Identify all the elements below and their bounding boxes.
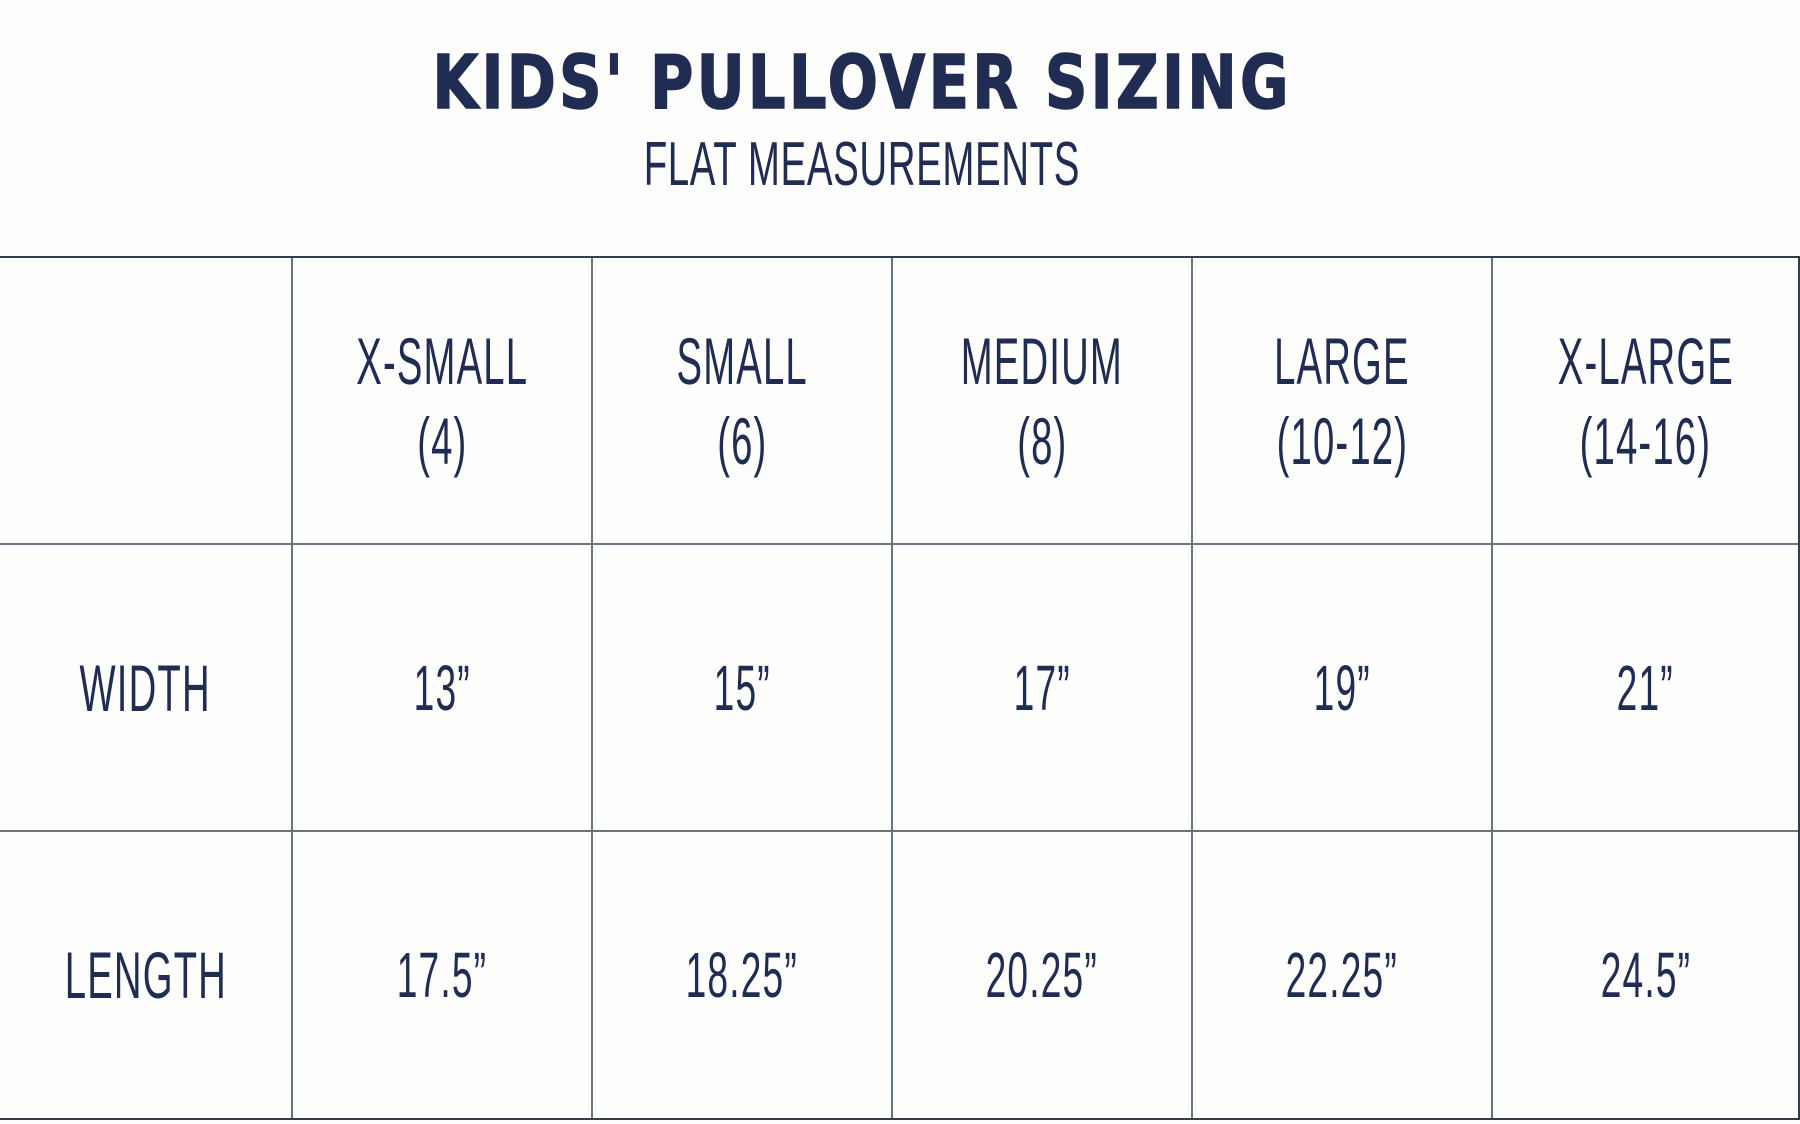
measurement-value: 17”	[1013, 651, 1071, 724]
col-header-label: X-LARGE	[1557, 323, 1734, 398]
col-header-label: X-SMALL	[356, 323, 528, 398]
col-header-sub: (4)	[416, 403, 468, 478]
col-header-xsmall: X-SMALL (4)	[293, 258, 593, 545]
page-header: KIDS' PULLOVER SIZING FLAT MEASUREMENTS	[0, 0, 1724, 196]
row-label-width: WIDTH	[0, 545, 293, 832]
row-label-length: LENGTH	[0, 832, 293, 1118]
col-header-sub: (10-12)	[1276, 403, 1408, 478]
corner-cell	[0, 258, 293, 545]
col-header-xlarge: X-LARGE (14-16)	[1493, 258, 1798, 545]
cell-width-medium: 17”	[893, 545, 1193, 832]
measurement-value: 13”	[413, 651, 471, 724]
cell-length-medium: 20.25”	[893, 832, 1193, 1118]
cell-length-xsmall: 17.5”	[293, 832, 593, 1118]
row-label-text: LENGTH	[64, 938, 227, 1012]
col-header-medium: MEDIUM (8)	[893, 258, 1193, 545]
measurement-value: 24.5”	[1600, 939, 1691, 1011]
col-header-label: SMALL	[676, 323, 808, 398]
page-title: KIDS' PULLOVER SIZING	[432, 40, 1292, 126]
col-header-label: MEDIUM	[960, 323, 1124, 398]
measurement-value: 17.5”	[396, 939, 488, 1011]
measurement-value: 18.25”	[685, 939, 799, 1011]
col-header-small: SMALL (6)	[593, 258, 893, 545]
cell-width-small: 15”	[593, 545, 893, 832]
cell-length-large: 22.25”	[1193, 832, 1493, 1118]
cell-width-xsmall: 13”	[293, 545, 593, 832]
measurement-value: 22.25”	[1285, 939, 1399, 1011]
cell-width-large: 19”	[1193, 545, 1493, 832]
measurement-value: 19”	[1313, 651, 1371, 724]
cell-width-xlarge: 21”	[1493, 545, 1798, 832]
page-subtitle: FLAT MEASUREMENTS	[643, 130, 1081, 199]
measurement-value: 20.25”	[985, 939, 1099, 1011]
measurement-value: 21”	[1616, 651, 1675, 724]
col-header-label: LARGE	[1274, 323, 1410, 398]
cell-length-small: 18.25”	[593, 832, 893, 1118]
col-header-large: LARGE (10-12)	[1193, 258, 1493, 545]
sizing-table: X-SMALL (4) SMALL (6) MEDIUM (8) LARGE (…	[0, 256, 1800, 1120]
measurement-value: 15”	[713, 651, 771, 724]
row-label-text: WIDTH	[79, 650, 212, 725]
col-header-sub: (14-16)	[1579, 403, 1712, 478]
col-header-sub: (8)	[1016, 403, 1068, 478]
col-header-sub: (6)	[716, 403, 768, 478]
cell-length-xlarge: 24.5”	[1493, 832, 1798, 1118]
